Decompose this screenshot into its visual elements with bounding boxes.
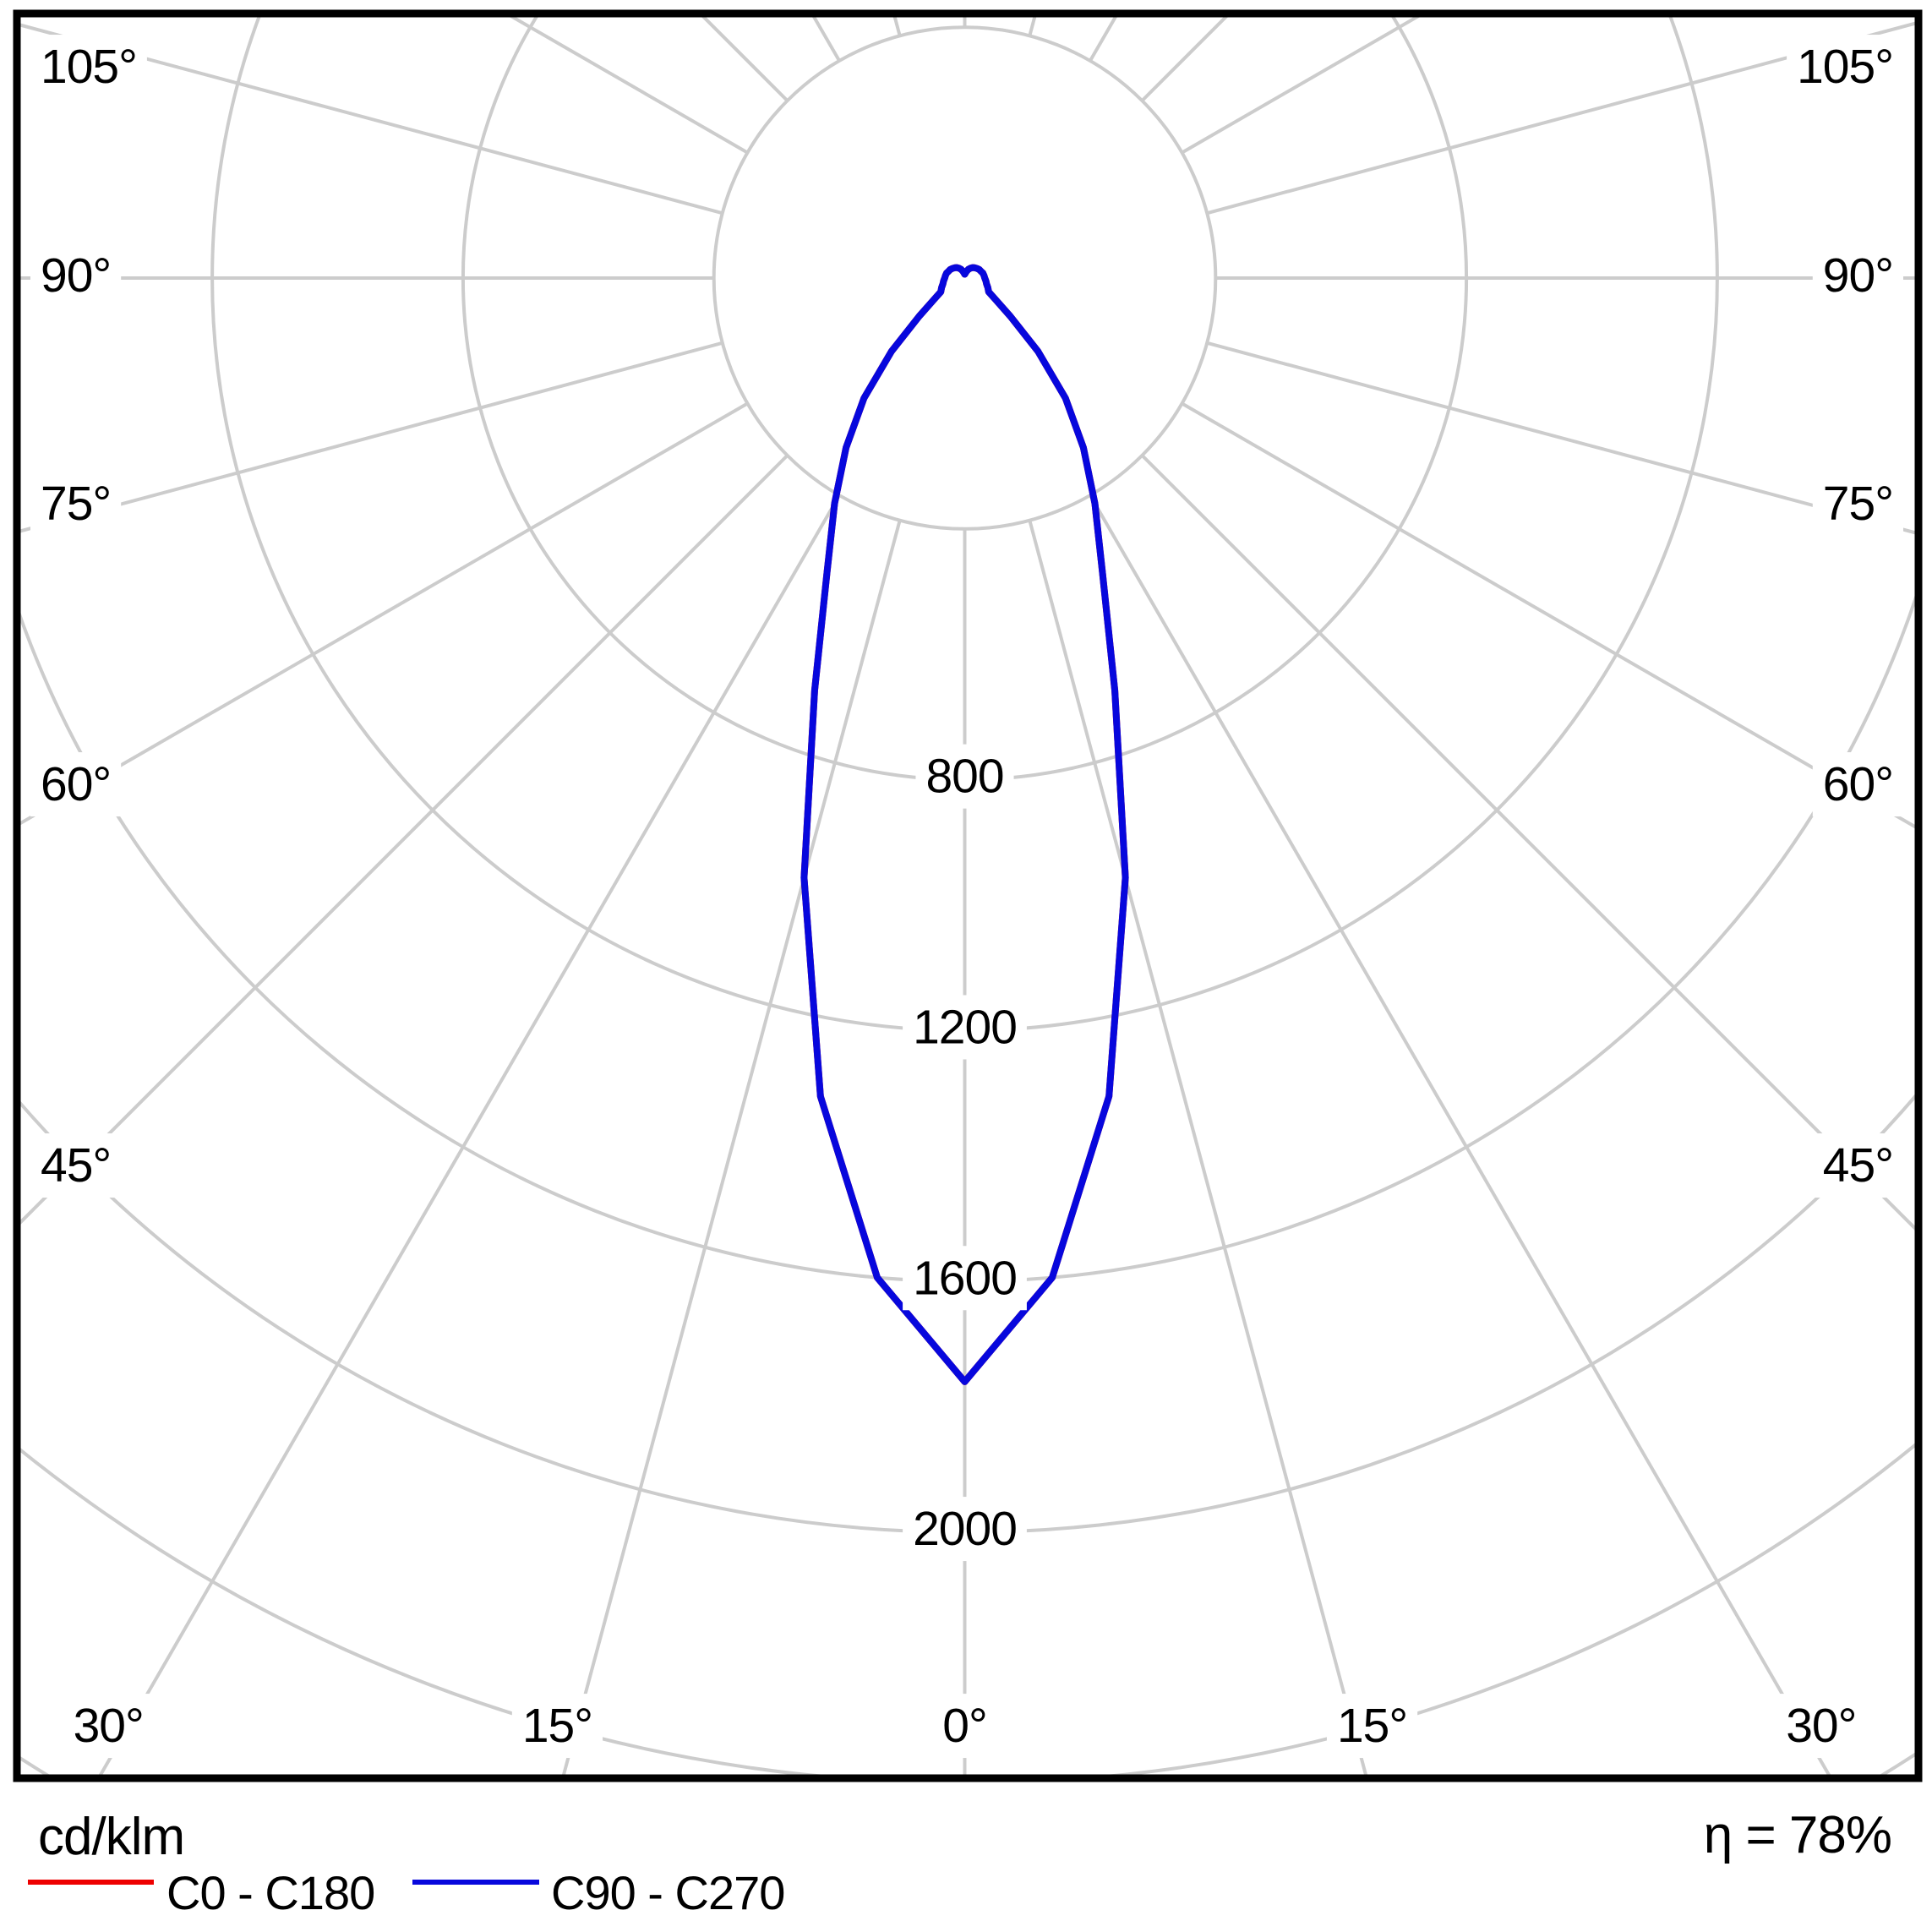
angle-label-bottom-4: 30° [1786, 1699, 1856, 1753]
angle-label-right-60: 60° [1823, 757, 1893, 811]
labels-layer: 800 1200 1600 2000 105° 90° 75° 60° 45° 105° 90° 75… [30, 35, 1903, 1759]
label-gap [1812, 472, 1903, 537]
label-gap [511, 1694, 603, 1759]
angle-label-right-90: 90° [1823, 248, 1893, 303]
label-gap [903, 1246, 1027, 1311]
angle-label-left-105: 105° [41, 40, 137, 94]
label-gap [30, 752, 122, 817]
label-gap [30, 243, 122, 308]
label-gap [30, 472, 122, 537]
label-gap [1776, 1694, 1867, 1759]
grid-ring-400 [712, 25, 1218, 531]
grid-spoke-60deg [1181, 401, 1918, 831]
radius-label-1200: 1200 [913, 1000, 1017, 1054]
grid-spoke--75deg [17, 341, 723, 534]
angle-label-bottom-1: 15° [522, 1699, 592, 1753]
legend-label-c0-c180: C0 - C180 [166, 1866, 375, 1919]
grid-spoke--105deg [17, 22, 723, 216]
angle-label-bottom-0: 30° [74, 1699, 144, 1753]
angle-label-right-75: 75° [1823, 477, 1893, 531]
grid-spoke-45deg [1141, 454, 1918, 1235]
grid-spoke--45deg [17, 454, 789, 1229]
label-gap [1812, 752, 1903, 817]
radius-label-2000: 2000 [913, 1502, 1017, 1556]
label-gap [903, 995, 1027, 1060]
label-gap [30, 1133, 122, 1198]
angle-label-bottom-2: 0° [942, 1699, 987, 1753]
grid-spoke-105deg [1206, 20, 1918, 216]
angle-label-left-45: 45° [41, 1138, 111, 1192]
radius-label-800: 800 [925, 750, 1003, 804]
angle-label-left-90: 90° [41, 248, 111, 303]
legend-line-c0-c180 [28, 1880, 154, 1885]
angle-label-right-45: 45° [1823, 1138, 1893, 1192]
label-gap [63, 1694, 154, 1759]
label-gap [30, 35, 147, 100]
angle-label-right-105: 105° [1797, 40, 1893, 94]
angle-label-bottom-3: 15° [1337, 1699, 1407, 1753]
label-gap [1787, 35, 1903, 100]
curve-c90-c270 [800, 264, 1129, 1385]
label-gap [903, 1497, 1027, 1562]
plot-frame [13, 9, 1923, 1782]
angle-label-left-60: 60° [41, 757, 111, 811]
radius-label-1600: 1600 [913, 1251, 1017, 1305]
efficiency-label: η = 78% [1703, 1806, 1892, 1864]
grid-spoke-75deg [1206, 341, 1918, 536]
grid-spoke--60deg [17, 401, 749, 827]
unit-label: cd/klm [38, 1808, 185, 1866]
label-gap [1812, 243, 1903, 308]
label-gap [915, 744, 1014, 809]
curves-layer [800, 264, 1129, 1385]
grid-spoke-30deg [1089, 494, 1833, 1778]
label-gap [1812, 1133, 1903, 1198]
angle-label-left-75: 75° [41, 477, 111, 531]
legend-label-c90-c270: C90 - C270 [551, 1866, 785, 1919]
legend-line-c90-c270 [412, 1880, 539, 1885]
label-gap [932, 1694, 997, 1759]
grid-spoke--30deg [96, 494, 841, 1778]
label-gap [1326, 1694, 1418, 1759]
